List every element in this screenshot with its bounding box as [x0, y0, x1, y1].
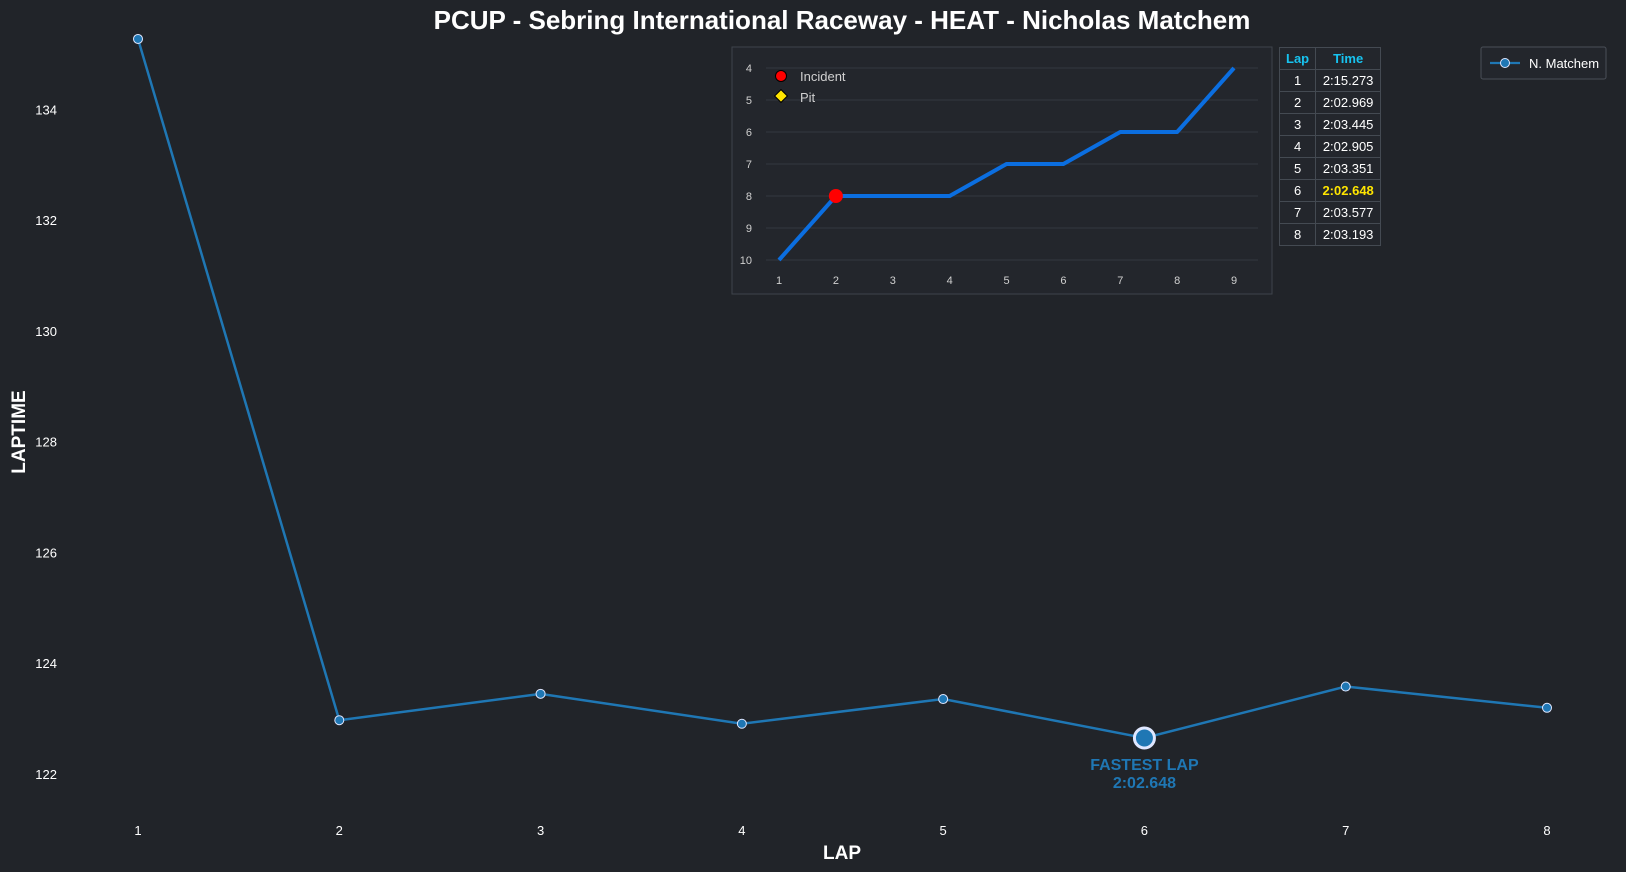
- time-column-header: Time: [1315, 47, 1382, 70]
- lap-number-cell: 4: [1278, 135, 1317, 158]
- inset-x-tick-label: 7: [1117, 275, 1123, 287]
- lap-time-cell: 2:03.193: [1315, 223, 1382, 246]
- lap-table-row: 6 2:02.648: [1278, 179, 1382, 202]
- series-line: [136, 38, 1548, 740]
- data-point: [938, 694, 949, 705]
- inset-y-tick-label: 8: [746, 191, 752, 203]
- data-point: [535, 688, 546, 699]
- position-line: [777, 66, 1236, 262]
- legend-series-name: N. Matchem: [1529, 56, 1599, 71]
- x-axis-label: LAP: [823, 843, 861, 864]
- y-axis-label: LAPTIME: [9, 390, 30, 473]
- legend-marker-swatch: [1500, 58, 1510, 68]
- lap-table-header-row: Lap Time: [1278, 47, 1382, 70]
- inset-x-tick-label: 2: [833, 275, 839, 287]
- y-tick-label: 134: [35, 102, 57, 117]
- main-x-ticks: 1 2 3 4 5 6 7 8: [134, 823, 1550, 838]
- data-point: [334, 715, 345, 726]
- x-tick-label: 3: [537, 823, 544, 838]
- y-tick-label: 128: [35, 435, 57, 450]
- pit-legend-marker: [773, 88, 789, 104]
- lap-number-cell: 2: [1278, 91, 1317, 114]
- lap-time-cell: 2:03.445: [1315, 113, 1382, 136]
- lap-number-cell: 8: [1278, 223, 1317, 246]
- lap-time-cell: 2:03.351: [1315, 157, 1382, 180]
- inset-x-tick-label: 5: [1003, 275, 1009, 287]
- lap-table-row: 3 2:03.445: [1278, 113, 1382, 136]
- inset-x-tick-label: 3: [890, 275, 896, 287]
- lap-column-header: Lap: [1278, 47, 1317, 70]
- data-point: [1542, 702, 1552, 713]
- fastest-lap-time: 2:02.648: [1113, 775, 1176, 792]
- main-legend: N. Matchem: [1480, 46, 1607, 80]
- lap-number-cell: 5: [1278, 157, 1317, 180]
- inset-series-group: [777, 66, 1236, 262]
- x-tick-label: 4: [738, 823, 745, 838]
- y-tick-label: 122: [35, 767, 57, 782]
- lap-table-row: 1 2:15.273: [1278, 69, 1382, 92]
- inset-x-tick-label: 6: [1060, 275, 1066, 287]
- inset-y-tick-label: 9: [746, 223, 752, 235]
- lap-time-cell: 2:15.273: [1315, 69, 1382, 92]
- lap-number-cell: 1: [1278, 69, 1317, 92]
- lap-table-row: 2 2:02.969: [1278, 91, 1382, 114]
- lap-times-table: Lap Time 1 2:15.273 2 2:02.969 3 2:03.445 4 2:0…: [1278, 47, 1382, 246]
- main-y-ticks: 122 124 126 128 130 132 134: [35, 102, 57, 781]
- lap-table-row: 4 2:02.905: [1278, 135, 1382, 158]
- inset-x-tick-label: 4: [947, 275, 953, 287]
- inset-y-tick-label: 7: [746, 159, 752, 171]
- lap-table-body: 1 2:15.273 2 2:02.969 3 2:03.445 4 2:02.905 5 2:0…: [1278, 69, 1382, 246]
- y-tick-label: 130: [35, 324, 57, 339]
- lap-number-cell: 3: [1278, 113, 1317, 136]
- inset-y-tick-label: 5: [746, 95, 752, 107]
- data-point: [736, 718, 747, 729]
- x-tick-label: 6: [1141, 823, 1148, 838]
- x-tick-label: 5: [940, 823, 947, 838]
- lap-time-cell: 2:03.577: [1315, 201, 1382, 224]
- position-inset-chart: 4 5 6 7 8 9 10 1 2 3 4 5 6 7 8 9 Incident Pit: [731, 46, 1273, 295]
- inset-x-tick-label: 9: [1231, 275, 1237, 287]
- best-lap-time-cell: 2:02.648: [1315, 179, 1382, 202]
- lap-table-row: 7 2:03.577: [1278, 201, 1382, 224]
- data-point: [133, 33, 143, 44]
- x-tick-label: 8: [1543, 823, 1550, 838]
- lap-time-cell: 2:02.969: [1315, 91, 1382, 114]
- x-tick-label: 2: [336, 823, 343, 838]
- inset-legend: Incident Pit: [773, 69, 846, 105]
- lap-time-cell: 2:02.905: [1315, 135, 1382, 158]
- incident-legend-marker: [775, 70, 787, 82]
- lap-number-cell: 7: [1278, 201, 1317, 224]
- inset-y-ticks: 4 5 6 7 8 9 10: [740, 63, 752, 267]
- inset-y-tick-label: 4: [746, 63, 752, 75]
- fastest-lap-label: FASTEST LAP: [1090, 757, 1199, 774]
- y-tick-label: 126: [35, 545, 57, 560]
- inset-x-tick-label: 8: [1174, 275, 1180, 287]
- inset-x-tick-label: 1: [776, 275, 782, 287]
- pit-legend-label: Pit: [800, 90, 816, 105]
- y-tick-label: 132: [35, 213, 57, 228]
- lap-table-row: 5 2:03.351: [1278, 157, 1382, 180]
- lap-table-row: 8 2:03.193: [1278, 223, 1382, 246]
- incident-legend-label: Incident: [800, 69, 846, 84]
- data-point: [1340, 681, 1351, 692]
- inset-y-tick-label: 10: [740, 255, 752, 267]
- y-tick-label: 124: [35, 656, 57, 671]
- inset-frame: [731, 46, 1273, 295]
- chart-title: PCUP - Sebring International Raceway - H…: [434, 5, 1251, 35]
- x-tick-label: 7: [1342, 823, 1349, 838]
- fastest-lap-marker: [1132, 726, 1156, 750]
- inset-x-ticks: 1 2 3 4 5 6 7 8 9: [776, 275, 1237, 287]
- x-tick-label: 1: [134, 823, 141, 838]
- fastest-lap-annotation-group: FASTEST LAP 2:02.648: [1090, 726, 1199, 792]
- main-series-group: [133, 33, 1552, 743]
- inset-y-tick-label: 6: [746, 127, 752, 139]
- incident-marker: [828, 189, 843, 203]
- lap-number-cell: 6: [1278, 179, 1317, 202]
- legend-box: [1480, 46, 1607, 80]
